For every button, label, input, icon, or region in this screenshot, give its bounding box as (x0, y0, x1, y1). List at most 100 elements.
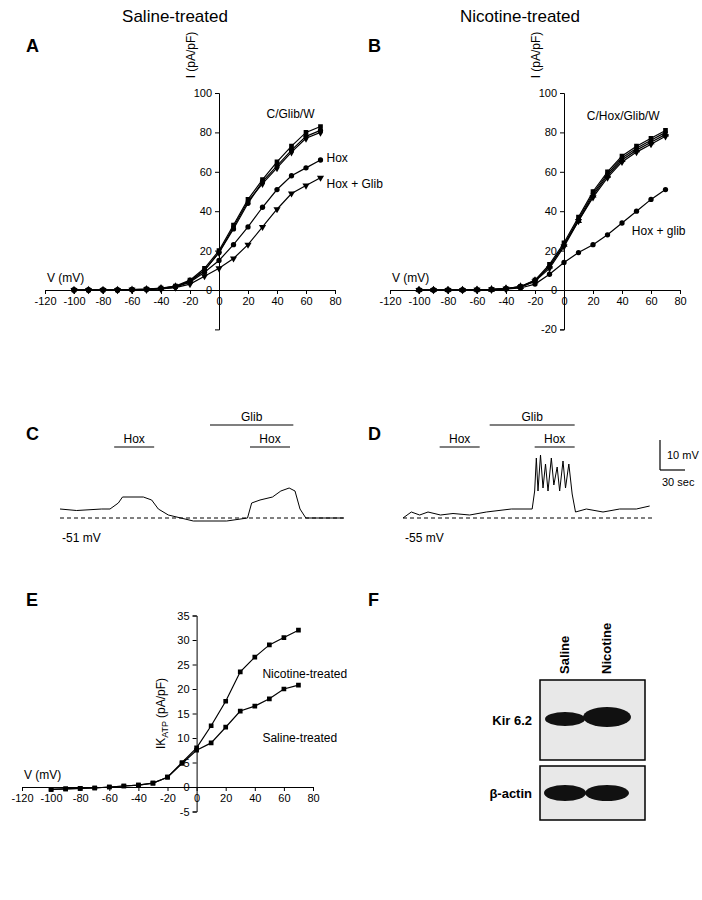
marker (238, 709, 243, 714)
band (544, 785, 586, 801)
tick: 25 (177, 659, 196, 671)
tick-label: 100 (539, 87, 557, 99)
marker (180, 760, 185, 765)
treatment-label: Hox (544, 432, 565, 446)
marker (489, 287, 494, 292)
marker (260, 205, 265, 210)
marker (186, 282, 193, 288)
marker (502, 287, 509, 293)
marker (231, 242, 236, 247)
marker (274, 187, 279, 192)
marker (489, 287, 494, 292)
plot-area (49, 628, 301, 792)
tick-label: 0 (551, 284, 557, 296)
marker (122, 784, 127, 789)
axis-line (560, 94, 565, 330)
tick: -120 (11, 787, 33, 804)
tick-mark (313, 787, 314, 791)
tick: 80 (674, 290, 686, 307)
marker (634, 209, 639, 214)
marker (459, 288, 466, 294)
marker (151, 781, 156, 786)
marker (128, 288, 135, 294)
tick: -80 (73, 787, 89, 804)
tick-label: 80 (200, 126, 212, 138)
tick: 10 (177, 732, 196, 744)
tick: 80 (307, 787, 319, 804)
series-line (74, 130, 321, 290)
blot-box (540, 766, 645, 820)
marker (172, 286, 179, 292)
marker (136, 783, 141, 788)
marker (114, 288, 121, 294)
tick-label: 100 (194, 87, 212, 99)
tick: 20 (220, 787, 232, 804)
tick: -40 (131, 787, 147, 804)
tick: -60 (102, 787, 118, 804)
tick: 40 (271, 290, 283, 307)
tick: 80 (545, 126, 564, 138)
figure: Saline-treatedNicotine-treatedA-120-100-… (0, 0, 702, 900)
plot-area (415, 128, 669, 294)
tick-mark (560, 329, 564, 330)
canvas-svg: Saline-treatedNicotine-treatedA-120-100-… (0, 0, 702, 900)
tick: 40 (249, 787, 261, 804)
marker (473, 288, 480, 294)
marker (215, 266, 222, 272)
y-axis-title-sub: ATP (160, 721, 170, 738)
axis-line (23, 788, 314, 792)
baseline-label: -55 mV (405, 531, 444, 545)
treatment-bar (440, 446, 480, 447)
tick-mark (560, 172, 564, 173)
tick-mark (215, 132, 219, 133)
marker (605, 232, 610, 237)
marker (274, 163, 279, 172)
series-line (403, 455, 650, 518)
tick: 60 (645, 290, 657, 307)
panel-letter: F (368, 590, 379, 610)
marker (647, 142, 654, 148)
marker (244, 243, 251, 249)
tick-mark (45, 290, 46, 294)
marker (209, 741, 214, 746)
marker (431, 288, 436, 293)
marker (648, 197, 653, 202)
series-line (51, 685, 298, 789)
y-axis-title: I (pA/pF) (529, 32, 543, 79)
series-line (419, 130, 666, 290)
y-axis: -20020406080100 (539, 87, 565, 335)
marker (662, 134, 669, 140)
tick-mark (193, 640, 197, 641)
tick-mark (560, 132, 564, 133)
panel: E-120-100-80-60-40-20020406080-505101520… (11, 590, 347, 818)
marker (230, 256, 237, 262)
panel: C-51 mVHoxGlibHox (26, 410, 345, 545)
marker (590, 242, 595, 247)
baseline (60, 518, 345, 519)
tick-label: 10 (177, 732, 189, 744)
marker (273, 207, 280, 213)
panel: D-55 mVHoxGlibHox10 mV30 sec (368, 410, 699, 545)
marker (317, 176, 324, 182)
y-axis-title: IKATP(pA/pF) (154, 678, 170, 749)
tick-mark (390, 290, 391, 294)
column-header: Nicotine-treated (460, 7, 580, 26)
scale-bar-vertical (659, 440, 660, 470)
tick: 20 (587, 290, 599, 307)
marker (575, 219, 582, 225)
marker (245, 224, 250, 229)
panel-letter: B (368, 36, 381, 56)
tick-label: 20 (242, 295, 254, 307)
tick: -20 (160, 787, 176, 804)
series-line (74, 160, 321, 290)
marker (201, 274, 208, 280)
tick-label: 80 (674, 295, 686, 307)
tick-label: -100 (63, 295, 85, 307)
marker (302, 184, 309, 190)
marker (282, 687, 287, 692)
tick-mark (680, 290, 681, 294)
marker (151, 781, 156, 786)
panel: B-120-100-80-60-40-20020406080-200204060… (368, 32, 687, 336)
treatment-bar (250, 446, 290, 447)
axis-line (215, 94, 220, 330)
